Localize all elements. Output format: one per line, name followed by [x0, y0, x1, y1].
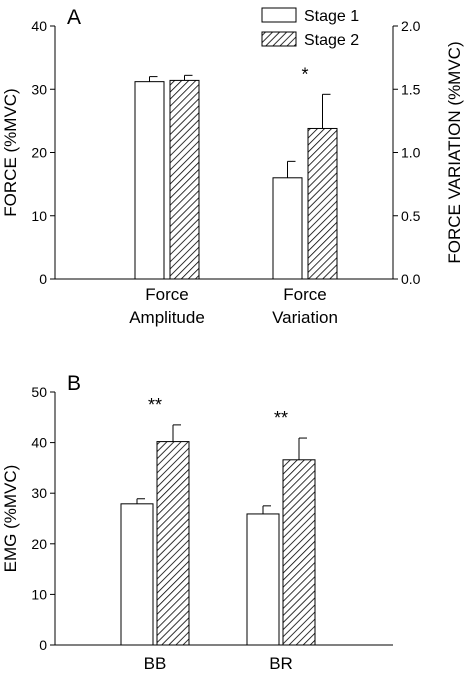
legend-swatch-stage-2: [261, 31, 297, 47]
y-tick-label: 10: [31, 586, 47, 602]
y-tick-label: 50: [31, 384, 47, 400]
y-axis-label: EMG (%MVC): [1, 465, 20, 573]
y2-tick-label: 1.0: [401, 145, 421, 161]
y-tick-label: 0: [39, 271, 47, 287]
bar-stage-1-bb: [120, 503, 154, 646]
bar-stage-1-force-variation: [272, 177, 303, 280]
y2-tick-label: 0.5: [401, 208, 421, 224]
significance-marker: **: [148, 395, 162, 415]
y-axis-label: FORCE (%MVC): [1, 88, 20, 216]
legend-label-stage-1: Stage 1: [304, 8, 359, 25]
x-category-label: BR: [269, 654, 293, 673]
bar-stage-2-br: [282, 459, 316, 646]
x-category-label: Force Variation: [272, 285, 338, 327]
panel-a-chart: 0 10 20 30 40 0.0 0.5 1.0 1.5 2.0 FORCE VARIATION …: [1, 7, 464, 327]
significance-marker: *: [301, 64, 308, 84]
legend-swatch-stage-1: [261, 7, 297, 23]
y-tick-label: 40: [31, 435, 47, 451]
y2-tick-label: 1.5: [401, 81, 421, 97]
y-tick-label: 40: [31, 18, 47, 34]
y2-axis-label: FORCE VARIATION (%MVC): [445, 41, 464, 263]
y-tick-label: 20: [31, 536, 47, 552]
y2-tick-label: 2.0: [401, 18, 421, 34]
legend-label-stage-2: Stage 2: [304, 32, 359, 49]
y2-tick-label: 0.0: [401, 271, 421, 287]
y-tick-label: 20: [31, 145, 47, 161]
panel-b-chart: 0 10 20 30 40 50 EMG (%MVC) BB BR ** **: [1, 384, 393, 673]
panel-b-letter: B: [67, 372, 81, 395]
bar-stage-2-force-variation: [307, 127, 338, 280]
bar-stage-2-bb: [156, 441, 190, 646]
panel-a-letter: A: [67, 6, 81, 29]
y-tick-label: 10: [31, 208, 47, 224]
x-category-label: BB: [144, 654, 167, 673]
y-tick-label: 30: [31, 485, 47, 501]
legend: Stage 1 Stage 2: [261, 7, 359, 49]
significance-marker: **: [274, 408, 288, 428]
bar-stage-2-force-amplitude: [169, 79, 200, 280]
y-tick-label: 30: [31, 81, 47, 97]
bar-stage-1-br: [246, 513, 280, 646]
y-tick-label: 0: [39, 637, 47, 653]
bar-stage-1-force-amplitude: [134, 81, 165, 280]
x-category-label: Force Amplitude: [129, 285, 205, 327]
